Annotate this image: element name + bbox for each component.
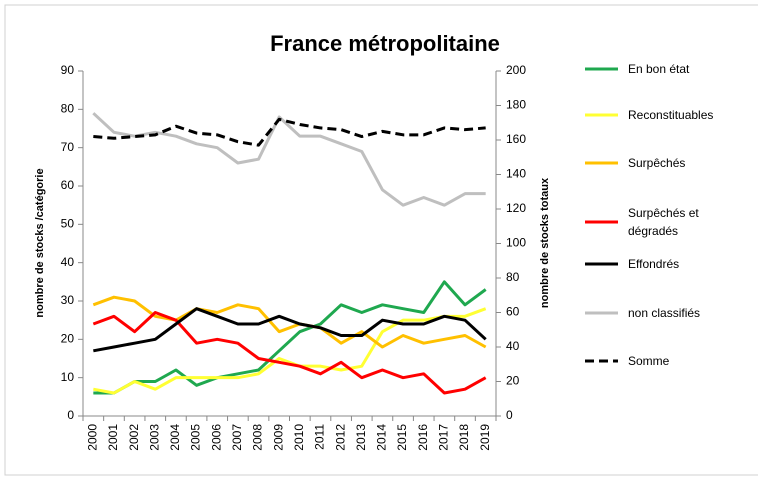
y2-tick-label: 80 (506, 270, 520, 284)
x-tick-label: 2016 (416, 424, 430, 451)
x-tick-label: 2008 (251, 424, 265, 451)
series-line (92, 295, 487, 349)
y2-tick-label: 40 (506, 339, 520, 353)
y2-tick-label: 0 (506, 408, 513, 422)
x-tick-label: 2012 (333, 424, 347, 451)
legend-label: Surpêchés et dégradés (628, 206, 699, 238)
y2-tick-label: 60 (506, 305, 520, 319)
legend-label: En bon état (628, 62, 690, 76)
y2-tick-label: 100 (506, 236, 526, 250)
x-tick-label: 2006 (209, 424, 223, 451)
series-line (93, 307, 487, 353)
y2-tick-label: 200 (506, 63, 526, 77)
y2-axis-label: nombre de stocks totaux (539, 177, 551, 308)
x-tick-label: 2002 (127, 424, 141, 451)
x-tick-label: 2009 (271, 424, 285, 451)
x-tick-label: 2010 (292, 424, 306, 451)
y-tick-label: 70 (61, 140, 75, 154)
x-tick-label: 2013 (354, 424, 368, 451)
series-line (92, 311, 487, 395)
legend-label: Surpêchés (628, 156, 686, 170)
y-tick-label: 60 (61, 178, 75, 192)
chart-frame (4, 4, 758, 476)
x-tick-label: 2004 (168, 424, 182, 451)
y-tick-label: 90 (61, 63, 75, 77)
legend-label: Reconstituables (628, 108, 714, 122)
legend-label: non classifiés (628, 306, 701, 320)
x-tick-label: 2011 (313, 424, 327, 450)
series-line (93, 117, 486, 147)
y-tick-label: 50 (61, 217, 75, 231)
y2-tick-label: 180 (506, 98, 526, 112)
y-tick-label: 80 (61, 102, 75, 116)
series-line (92, 112, 486, 207)
legend-label: Effondrés (628, 257, 680, 271)
x-tick-label: 2000 (85, 424, 99, 451)
y2-tick-label: 140 (506, 167, 526, 181)
y-axis-label: nombre de stocks /catégorie (34, 168, 46, 317)
series-line (93, 280, 487, 395)
x-tick-label: 2018 (457, 424, 471, 451)
y-tick-label: 30 (61, 293, 75, 307)
y-tick-label: 20 (61, 332, 75, 346)
y2-tick-label: 160 (506, 132, 526, 146)
x-tick-label: 2007 (230, 424, 244, 451)
x-tick-label: 2015 (395, 424, 409, 451)
y-tick-label: 40 (61, 255, 75, 269)
y2-tick-label: 20 (506, 374, 520, 388)
x-tick-label: 2005 (189, 424, 203, 451)
y-tick-label: 10 (61, 370, 75, 384)
y-tick-label: 0 (67, 408, 74, 422)
x-tick-label: 2001 (106, 424, 120, 451)
series-line (93, 307, 487, 395)
x-tick-label: 2014 (375, 424, 389, 451)
y2-tick-label: 120 (506, 201, 526, 215)
x-tick-label: 2003 (147, 424, 161, 451)
chart-title: France métropolitaine (270, 31, 500, 56)
x-tick-label: 2019 (478, 424, 492, 451)
legend-label: Somme (628, 354, 670, 368)
x-tick-label: 2017 (437, 424, 451, 451)
